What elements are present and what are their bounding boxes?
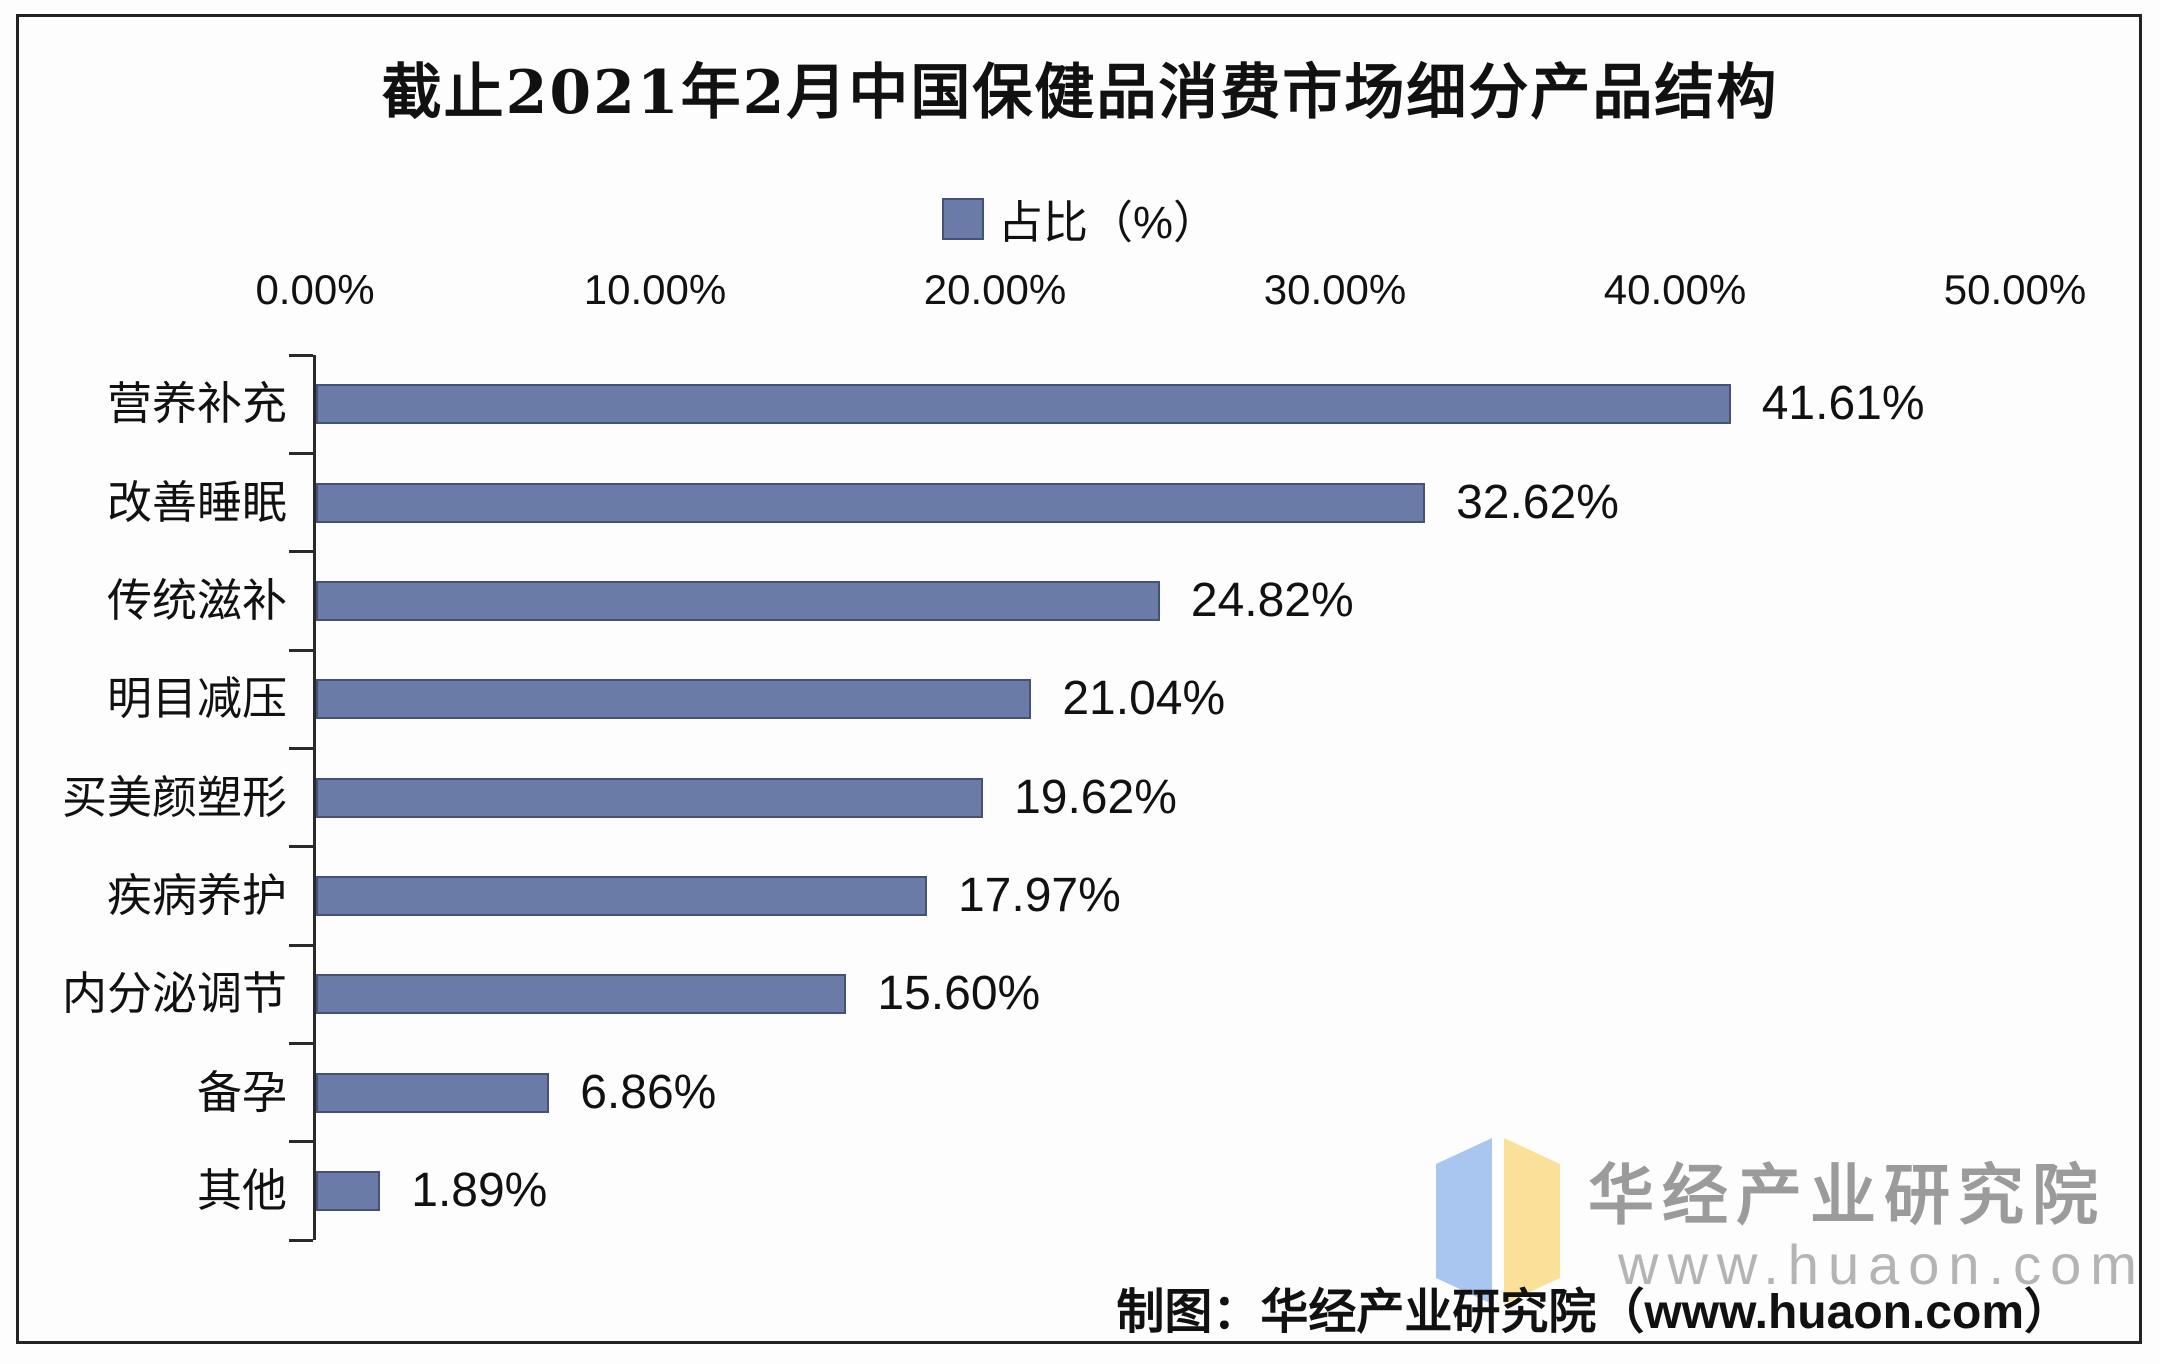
value-label: 21.04% [1062,672,1226,726]
y-axis-tick-mark [289,648,313,652]
value-label: 1.89% [411,1163,548,1217]
category-label: 改善睡眠 [106,476,287,528]
y-axis-tick-mark [289,1238,313,1242]
chart-title: 截止2021年2月中国保健品消费市场细分产品结构 [381,58,1779,128]
y-axis-tick-mark [289,746,313,750]
category-label: 备孕 [196,1066,287,1118]
bar [316,580,1160,621]
watermark-brand-text: 华经产业研究院 [1588,1158,2106,1232]
bar [316,1170,381,1211]
category-label: 传统滋补 [106,574,287,626]
x-axis-tick-label: 20.00% [923,266,1067,313]
x-axis-tick-label: 10.00% [583,266,727,313]
value-label: 15.60% [877,967,1041,1021]
y-axis-tick-mark [289,550,313,554]
legend-label: 占比（%） [997,197,1219,248]
category-label: 买美颜塑形 [61,771,287,823]
x-axis-tick-label: 30.00% [1263,266,1407,313]
value-label: 24.82% [1190,573,1354,627]
bar [316,482,1426,523]
value-label: 6.86% [580,1065,717,1119]
bar [316,974,847,1015]
value-label: 32.62% [1456,475,1619,529]
value-label: 19.62% [1014,770,1177,824]
value-label: 41.61% [1761,377,1925,431]
x-axis-tick-label: 40.00% [1603,266,1747,313]
category-label: 疾病养护 [106,869,287,921]
attribution-text: 制图：华经产业研究院（www.huaon.com） [1116,1286,2072,1339]
y-axis-tick-mark [289,845,313,849]
category-label: 营养补充 [106,378,287,430]
category-label: 内分泌调节 [61,968,287,1020]
bar [316,384,1731,425]
y-axis-tick-mark [289,353,313,357]
y-axis-line [313,355,316,1240]
category-label: 明目减压 [106,673,287,725]
bar [316,777,984,818]
legend-swatch [941,197,984,240]
bar [316,1072,550,1113]
x-axis-tick-label: 0.00% [255,266,375,313]
value-label: 17.97% [957,868,1121,922]
category-label: 其他 [196,1164,287,1216]
bar [316,875,927,916]
y-axis-tick-mark [289,1041,313,1045]
bar [316,679,1032,720]
y-axis-tick-mark [289,451,313,455]
y-axis-tick-mark [289,943,313,947]
y-axis-tick-mark [289,1140,313,1144]
x-axis-tick-label: 50.00% [1943,266,2087,313]
legend: 占比（%） [941,186,1219,251]
